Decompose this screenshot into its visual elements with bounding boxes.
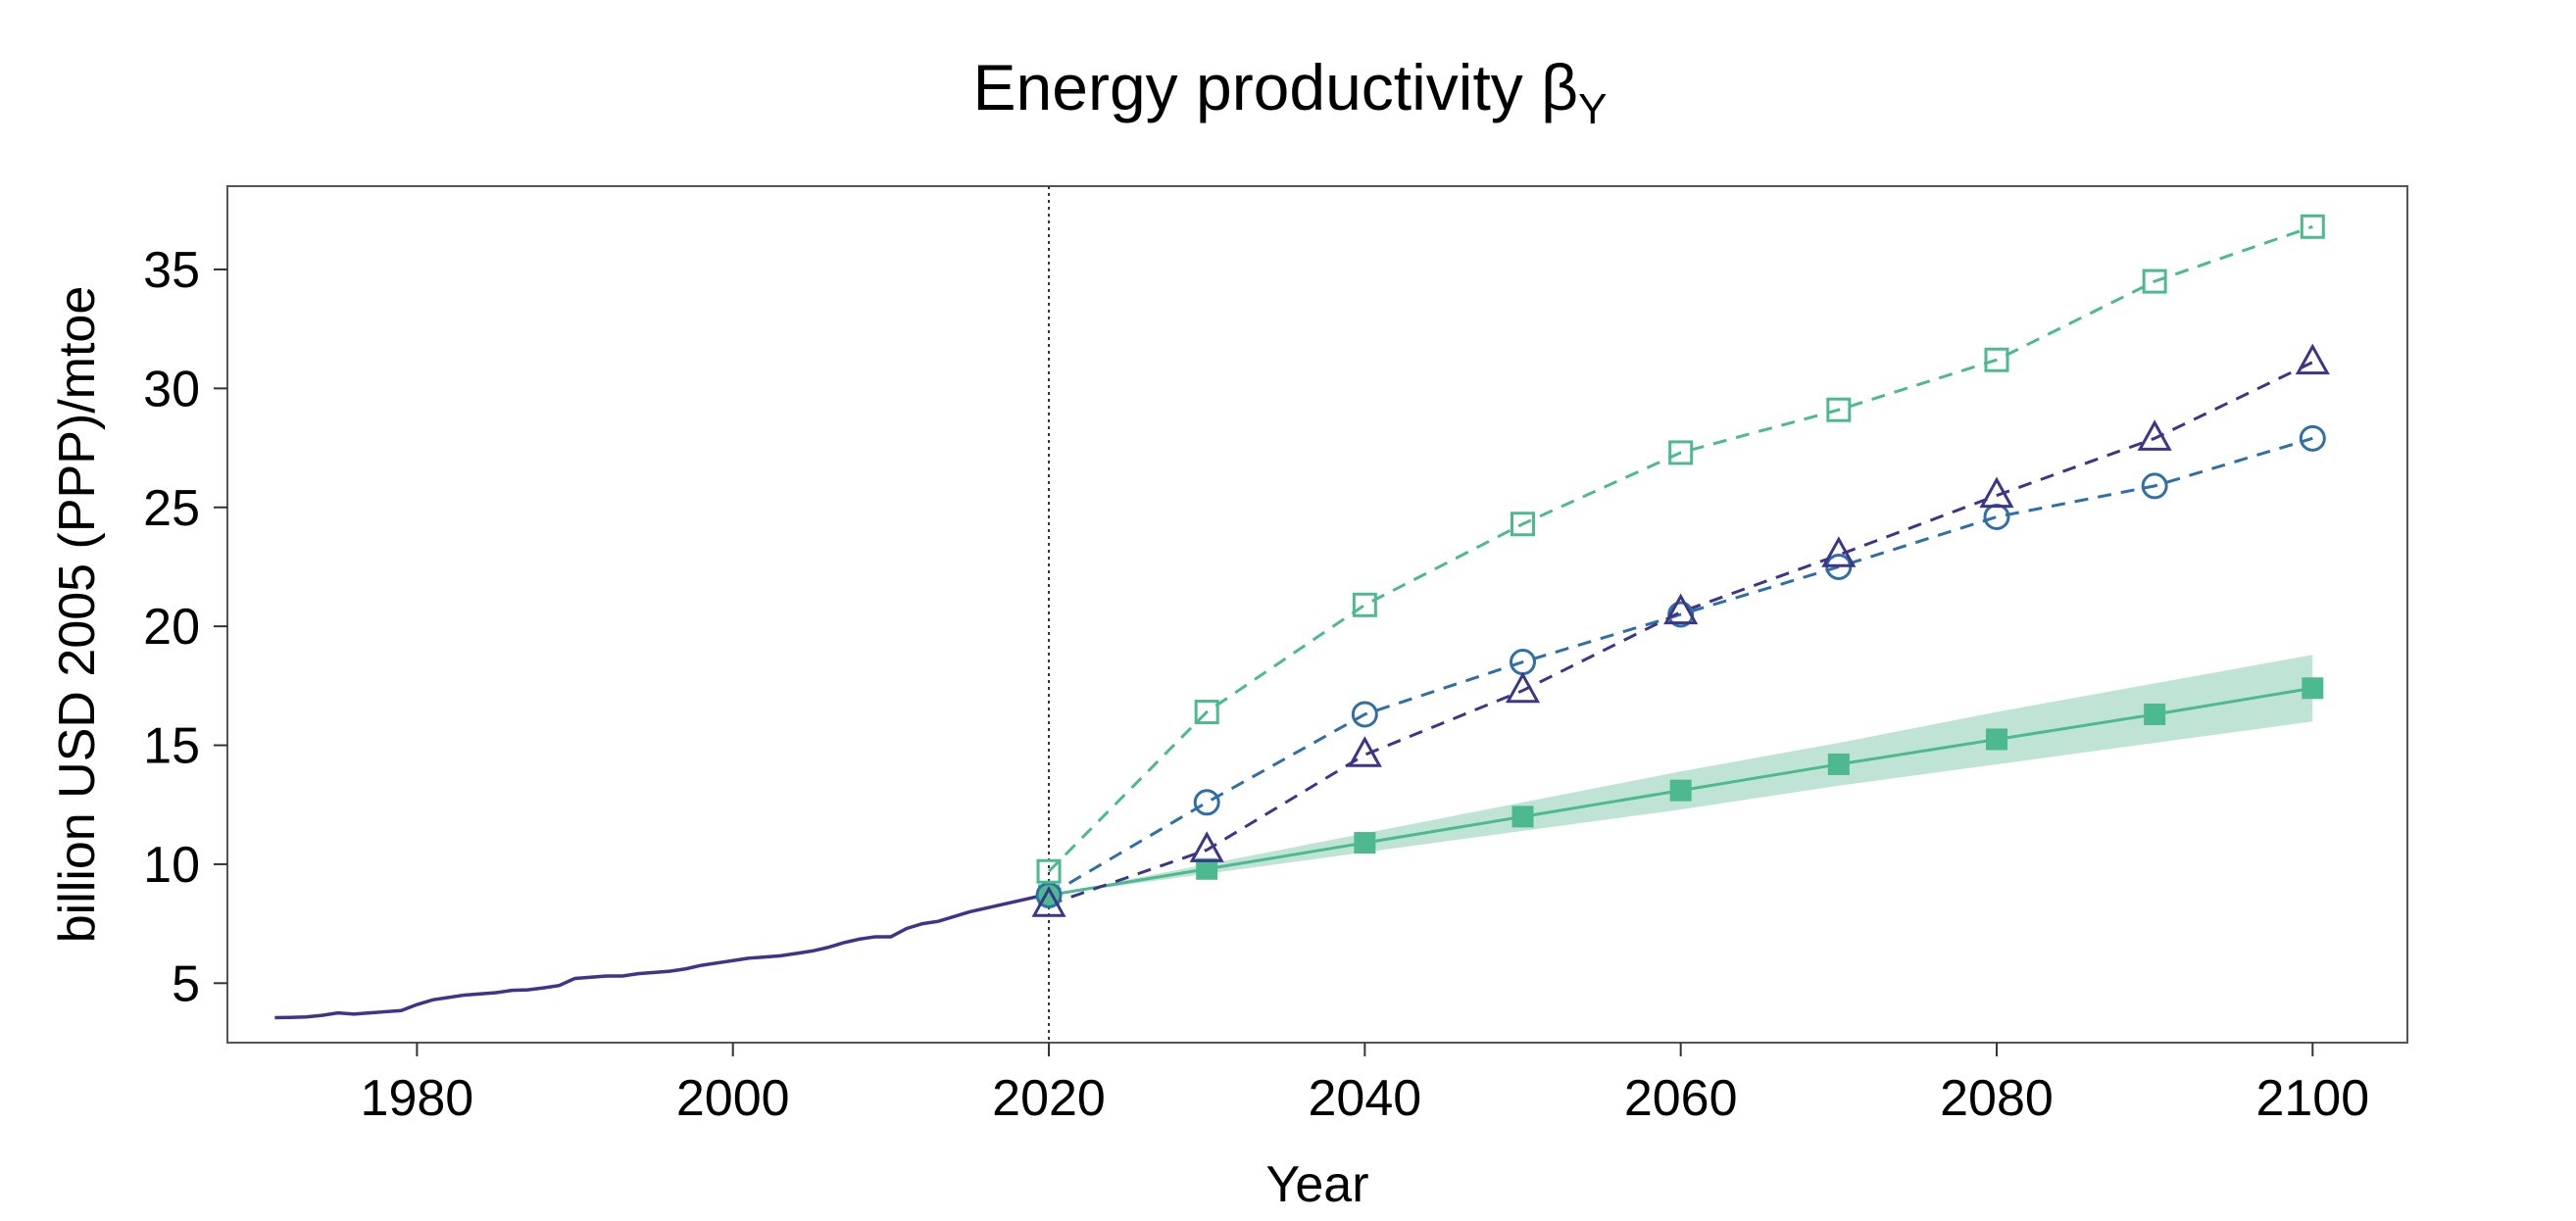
triangle-series-point [1979, 476, 2014, 509]
y-tick-label: 5 [172, 955, 200, 1012]
circle-series-point [2299, 424, 2326, 452]
triangle-series-point [1031, 886, 1066, 917]
chart-title-main: Energy productivity β [973, 51, 1579, 123]
plot-frame [226, 185, 2408, 1044]
projection-point [2302, 677, 2324, 700]
circle-series-point [1193, 789, 1220, 816]
x-tick-label: 2080 [1940, 1070, 2054, 1127]
triangle-series-point [2295, 343, 2330, 375]
projection-point [2144, 703, 2166, 725]
x-tick-label: 2040 [1309, 1070, 1422, 1127]
square-series-line [1047, 224, 2313, 873]
square-series-point [1826, 397, 1852, 422]
x-tick-label: 2060 [1624, 1070, 1738, 1127]
series-marker-layer [1031, 214, 2330, 917]
triangle-series-point [1821, 536, 1857, 567]
historical-line [274, 892, 1050, 1020]
y-tick-label: 30 [143, 361, 200, 417]
x-axis-label: Year [1265, 1156, 1368, 1213]
circle-series-point [1351, 701, 1378, 728]
x-tick-label: 1980 [361, 1070, 474, 1127]
y-tick-label: 35 [143, 242, 200, 299]
y-tick-label: 25 [143, 480, 200, 537]
square-series-point [1984, 347, 2009, 372]
triangle-series-point [1663, 593, 1699, 625]
triangle-series-point [1347, 736, 1382, 767]
square-series-point [2142, 269, 2167, 294]
square-series-point [1352, 592, 1377, 617]
chart-title-subscript: Y [1578, 85, 1607, 133]
triangle-series-line [1048, 361, 2313, 906]
series-line-layer [274, 224, 2313, 1020]
y-tick-label: 10 [143, 837, 200, 894]
projection-point [1669, 779, 1692, 802]
projection-point [1511, 806, 1534, 828]
y-tick-label: 15 [143, 718, 200, 775]
square-series-point [2300, 214, 2325, 239]
square-series-point [1194, 700, 1219, 725]
y-axis-label: billion USD 2005 (PPP)/mtoe [49, 286, 106, 944]
projection-point [1196, 857, 1218, 880]
projection-point [1354, 832, 1376, 855]
square-series-point [1036, 858, 1062, 884]
projection-point [1985, 728, 2007, 751]
triangle-series-point [1189, 831, 1224, 862]
x-tick-label: 2020 [992, 1070, 1106, 1127]
square-series-point [1668, 440, 1694, 465]
circle-series-point [1667, 601, 1695, 628]
x-tick-label: 2100 [2255, 1070, 2369, 1127]
x-tick-label: 2000 [676, 1070, 790, 1127]
circle-series-point [1983, 503, 2010, 530]
axis-layer: 1980 2000 2020 2040 2060 2080 2100 5 10 15 20 25 30 3… [143, 242, 2369, 1127]
triangle-series-point [1505, 671, 1541, 704]
circle-series-point [2141, 472, 2168, 500]
chart-title: Energy productivity βY [973, 51, 1608, 133]
square-series-point [1511, 512, 1536, 537]
triangle-series-point [2137, 419, 2172, 451]
circle-series-line [1048, 436, 2313, 897]
y-tick-label: 20 [143, 599, 200, 656]
projection-point [1827, 753, 1850, 775]
